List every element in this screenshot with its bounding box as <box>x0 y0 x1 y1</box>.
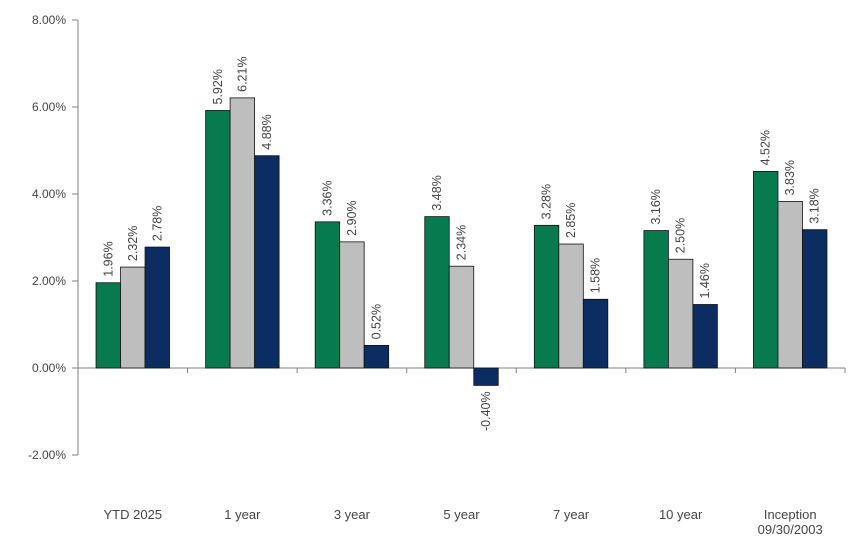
bar <box>777 200 803 369</box>
data-label: 3.18% <box>808 188 822 223</box>
bar <box>558 243 584 369</box>
bar <box>802 229 828 369</box>
data-label: 1.96% <box>101 241 115 276</box>
bar <box>95 282 121 369</box>
data-label: 5.92% <box>211 69 225 104</box>
category-label: Inception <box>764 507 817 522</box>
category-label: 09/30/2003 <box>758 522 823 537</box>
bar <box>424 216 450 369</box>
category-label: 5 year <box>443 507 480 522</box>
data-label: 2.32% <box>126 226 140 261</box>
category-label: 3 year <box>334 507 371 522</box>
y-tick-label: 2.00% <box>32 274 66 288</box>
chart-labels: YTD 2025 1 year 3 year 5 year 7 year 10 year I… <box>101 56 822 537</box>
bar <box>643 230 669 369</box>
category-label: 10 year <box>659 507 703 522</box>
bar <box>533 224 560 369</box>
data-label: 2.34% <box>455 225 469 260</box>
data-label: 4.52% <box>759 130 773 165</box>
data-label: 2.90% <box>345 200 359 235</box>
bar <box>254 155 280 369</box>
category-label: 1 year <box>224 507 261 522</box>
data-label: 1.58% <box>589 258 603 293</box>
data-label: 3.48% <box>430 175 444 210</box>
bar <box>448 265 475 369</box>
category-label: 7 year <box>553 507 590 522</box>
bar <box>473 367 499 386</box>
bar <box>229 97 256 369</box>
bar <box>120 266 146 369</box>
data-label: 2.50% <box>674 218 688 253</box>
bar <box>582 298 609 369</box>
bar <box>753 170 779 369</box>
bar <box>205 110 231 369</box>
data-label: 3.28% <box>540 184 554 219</box>
chart-bars <box>95 97 828 386</box>
data-label: 6.21% <box>235 56 249 91</box>
data-label: -0.40% <box>479 391 493 431</box>
data-label: 2.78% <box>150 206 164 241</box>
y-tick-label: 6.00% <box>32 100 66 114</box>
category-label: YTD 2025 <box>104 507 163 522</box>
y-tick-label: 8.00% <box>32 13 66 27</box>
data-label: 1.46% <box>698 263 712 298</box>
y-tick-label: 0.00% <box>32 361 66 375</box>
data-label: 3.83% <box>783 160 797 195</box>
bar <box>692 304 718 369</box>
data-label: 3.16% <box>649 189 663 224</box>
data-label: 2.85% <box>564 203 578 238</box>
bar <box>339 241 365 369</box>
data-label: 3.36% <box>320 180 334 215</box>
data-label: 0.52% <box>369 304 383 339</box>
bar <box>363 344 390 369</box>
data-label: 4.88% <box>260 114 274 149</box>
bar <box>314 221 341 369</box>
y-tick-label: -2.00% <box>28 448 66 462</box>
bar <box>667 258 694 369</box>
y-tick-label: 4.00% <box>32 187 66 201</box>
bar <box>144 246 170 369</box>
